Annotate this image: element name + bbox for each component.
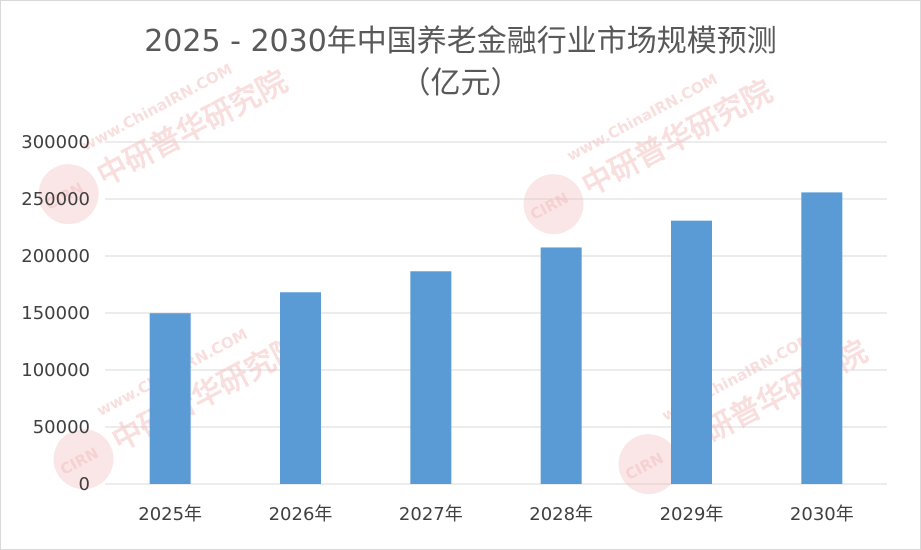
watermark-badge-icon — [618, 434, 679, 495]
bar-2029年 — [671, 220, 712, 484]
watermark-badge-icon — [53, 429, 114, 490]
watermark-2: CIRN www.ChinaIRN.COM 中研普华研究院 — [523, 70, 778, 235]
chart-title: 2025 - 2030年中国养老金融行业市场规模预测 — [144, 24, 777, 59]
y-tick-label: 250000 — [21, 189, 90, 210]
x-tick-label: 2025年 — [138, 504, 202, 525]
x-tick-label: 2027年 — [399, 504, 463, 525]
gridlines — [105, 141, 887, 485]
bar-2026年 — [280, 292, 321, 484]
y-tick-label: 50000 — [33, 417, 90, 438]
bars — [149, 192, 843, 484]
y-tick-label: 100000 — [21, 360, 90, 381]
y-tick-label: 200000 — [21, 246, 90, 267]
bar-2025年 — [149, 313, 191, 484]
bar-2027年 — [410, 271, 452, 484]
x-tick-label: 2028年 — [529, 504, 593, 525]
y-tick-label: 0 — [79, 474, 90, 495]
bar-2030年 — [801, 192, 843, 484]
watermark-badge-icon — [523, 174, 584, 235]
y-axis-ticks: 0 50000 100000 150000 200000 250000 300000 — [21, 132, 90, 495]
y-tick-label: 150000 — [21, 303, 90, 324]
x-tick-label: 2026年 — [269, 504, 333, 525]
watermark-badge-icon — [38, 164, 99, 225]
x-axis-ticks: 2025年 2026年 2027年 2028年 2029年 2030年 — [138, 504, 853, 525]
x-tick-label: 2029年 — [660, 504, 724, 525]
bar-2028年 — [540, 247, 582, 484]
y-tick-label: 300000 — [21, 132, 90, 153]
x-tick-label: 2030年 — [790, 504, 854, 525]
chart-unit: （亿元） — [400, 66, 521, 101]
